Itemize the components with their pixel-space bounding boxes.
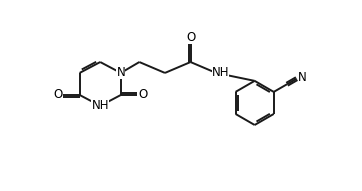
Text: N: N bbox=[298, 71, 307, 84]
Text: O: O bbox=[53, 88, 62, 101]
Text: O: O bbox=[186, 31, 195, 44]
Text: N: N bbox=[117, 66, 125, 79]
Text: NH: NH bbox=[92, 99, 109, 112]
Text: NH: NH bbox=[212, 66, 229, 79]
Text: O: O bbox=[138, 88, 147, 101]
